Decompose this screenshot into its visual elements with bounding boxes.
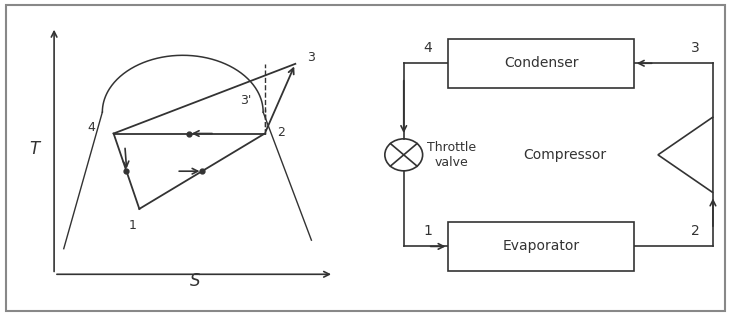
Text: 1: 1 (129, 219, 137, 232)
Text: T: T (30, 140, 40, 158)
Text: Condenser: Condenser (504, 56, 578, 70)
Text: S: S (190, 272, 201, 290)
Text: 2: 2 (277, 126, 285, 139)
Text: 4: 4 (87, 121, 95, 134)
Text: 3: 3 (692, 41, 700, 55)
Text: 3: 3 (308, 51, 315, 64)
Text: Throttle
valve: Throttle valve (427, 141, 477, 169)
Text: Evaporator: Evaporator (503, 240, 580, 253)
Text: 3': 3' (240, 94, 251, 106)
Bar (448, 39, 634, 88)
Bar (448, 222, 634, 271)
Text: Compressor: Compressor (523, 148, 607, 162)
Text: 2: 2 (692, 224, 700, 238)
Text: 1: 1 (423, 224, 432, 238)
Text: 4: 4 (423, 41, 432, 55)
